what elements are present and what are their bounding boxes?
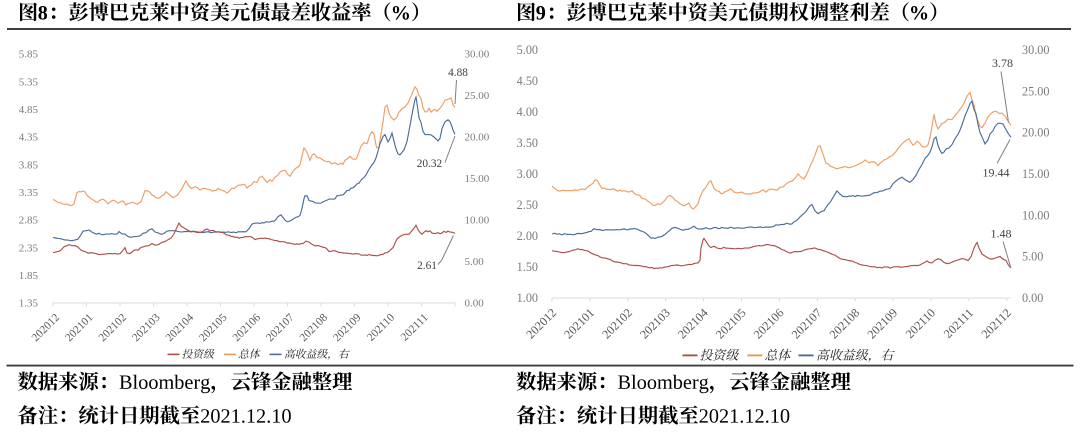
svg-text:4.00: 4.00 — [517, 105, 538, 119]
svg-text:30.00: 30.00 — [1022, 43, 1049, 57]
svg-text:10.00: 10.00 — [1022, 208, 1049, 222]
svg-text:4.35: 4.35 — [19, 132, 39, 144]
svg-text:15.00: 15.00 — [1022, 167, 1049, 181]
svg-text:25.00: 25.00 — [1022, 84, 1049, 98]
svg-text:30.00: 30.00 — [465, 49, 490, 61]
svg-text:3.50: 3.50 — [517, 136, 538, 150]
svg-text:1.85: 1.85 — [19, 270, 39, 282]
svg-text:2.61: 2.61 — [417, 260, 437, 272]
svg-text:0.00: 0.00 — [465, 298, 485, 310]
svg-text:5.35: 5.35 — [19, 76, 39, 88]
svg-text:2.35: 2.35 — [19, 242, 39, 254]
svg-text:4.85: 4.85 — [19, 104, 39, 116]
svg-text:2.50: 2.50 — [517, 198, 538, 212]
svg-text:4.50: 4.50 — [517, 74, 538, 88]
svg-text:5.85: 5.85 — [19, 49, 39, 61]
svg-text:3.78: 3.78 — [992, 56, 1013, 70]
svg-text:1.35: 1.35 — [19, 298, 39, 310]
svg-text:25.00: 25.00 — [465, 90, 490, 102]
svg-text:20.32: 20.32 — [417, 158, 443, 170]
svg-text:4.88: 4.88 — [448, 67, 468, 79]
svg-text:10.00: 10.00 — [465, 215, 490, 227]
svg-text:5.00: 5.00 — [465, 256, 485, 268]
svg-text:3.00: 3.00 — [517, 167, 538, 181]
svg-text:2.85: 2.85 — [19, 215, 39, 227]
svg-text:5.00: 5.00 — [1022, 250, 1043, 264]
svg-text:3.35: 3.35 — [19, 187, 39, 199]
svg-text:1.50: 1.50 — [517, 260, 538, 274]
svg-text:2.00: 2.00 — [517, 229, 538, 243]
svg-text:0.00: 0.00 — [1022, 291, 1043, 305]
svg-text:19.44: 19.44 — [983, 166, 1010, 180]
svg-text:15.00: 15.00 — [465, 173, 490, 185]
svg-text:1.00: 1.00 — [517, 291, 538, 305]
svg-text:3.85: 3.85 — [19, 159, 39, 171]
svg-text:5.00: 5.00 — [517, 43, 538, 57]
svg-text:20.00: 20.00 — [1022, 126, 1049, 140]
svg-text:1.48: 1.48 — [991, 227, 1012, 241]
svg-text:20.00: 20.00 — [465, 132, 490, 144]
